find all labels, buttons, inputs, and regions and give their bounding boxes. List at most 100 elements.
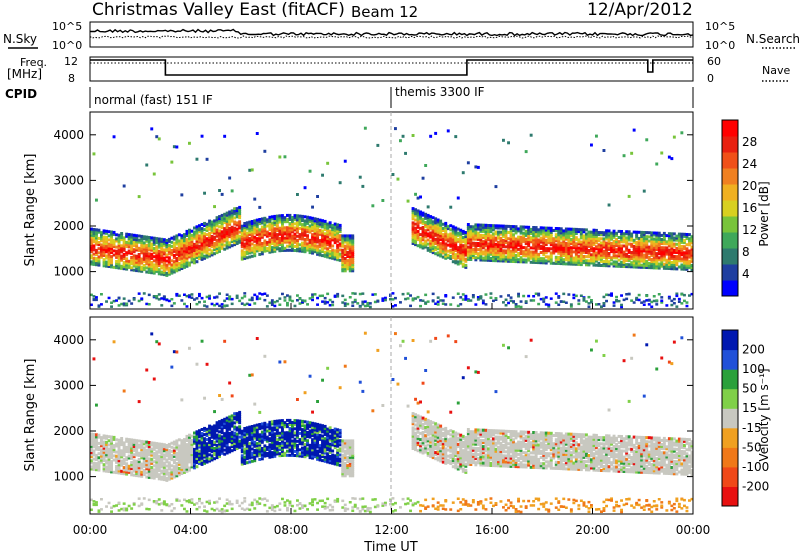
power-cell: [570, 238, 573, 241]
power-cell: [278, 237, 281, 240]
velocity-cell: [223, 449, 226, 452]
velocity-cell: [173, 350, 176, 353]
power-cell: [490, 224, 493, 227]
power-cell: [226, 297, 229, 300]
power-cell: [557, 227, 560, 230]
power-cell: [168, 256, 171, 259]
power-cell: [557, 256, 560, 259]
power-cell: [479, 234, 482, 237]
velocity-cell: [223, 418, 226, 421]
power-cell: [273, 215, 276, 218]
power-cell: [512, 225, 515, 228]
power-cell: [500, 237, 503, 240]
power-cell: [148, 236, 151, 239]
velocity-cell: [183, 438, 186, 441]
velocity-cell: [170, 442, 173, 445]
power-cell: [598, 262, 601, 265]
power-cell: [188, 262, 191, 265]
power-cell: [324, 251, 327, 254]
power-cell: [655, 299, 658, 302]
power-cell: [331, 249, 334, 252]
power-cell: [173, 242, 176, 245]
power-cell: [236, 228, 239, 231]
power-cell: [173, 254, 176, 257]
power-cell: [457, 293, 460, 296]
power-cell: [324, 302, 327, 305]
power-cell: [492, 300, 495, 303]
power-cell: [158, 293, 161, 296]
power-cell: [273, 305, 276, 308]
velocity-cell: [120, 460, 123, 463]
power-cell: [251, 299, 254, 302]
power-cell: [299, 298, 302, 301]
power-cell: [525, 150, 528, 153]
velocity-cell: [163, 443, 166, 446]
power-cell: [203, 232, 206, 235]
power-ylabel: Slant Range [km]: [23, 154, 38, 267]
power-cell: [191, 293, 194, 296]
velocity-cell: [143, 469, 146, 472]
power-cell: [555, 301, 558, 304]
velocity-cell: [180, 439, 183, 442]
power-cell: [140, 235, 143, 238]
power-cell: [653, 232, 656, 235]
power-cell: [655, 163, 658, 166]
power-cell: [364, 305, 367, 308]
power-cell: [530, 236, 533, 239]
power-cell: [316, 297, 319, 300]
velocity-cell: [138, 440, 141, 443]
power-cell: [103, 229, 106, 232]
power-cell: [427, 205, 430, 208]
velocity-cell: [138, 505, 141, 508]
power-cell: [555, 243, 558, 246]
power-cell: [223, 244, 226, 247]
velocity-cell: [93, 500, 96, 503]
power-cell: [688, 260, 691, 263]
power-cell: [427, 214, 430, 217]
power-cell: [284, 216, 287, 219]
power-cell: [500, 295, 503, 298]
power-cell: [304, 215, 307, 218]
velocity-cell: [150, 441, 153, 444]
power-cell: [123, 253, 126, 256]
power-cell: [487, 242, 490, 245]
velocity-cell: [108, 502, 111, 505]
power-cell: [452, 296, 455, 299]
power-cell: [304, 219, 307, 222]
power-cell: [595, 251, 598, 254]
power-cell: [618, 236, 621, 239]
power-cell: [399, 301, 402, 304]
power-cell: [588, 231, 591, 234]
velocity-cell: [125, 446, 128, 449]
velocity-cell: [155, 500, 158, 503]
velocity-cell: [196, 363, 199, 366]
power-cell: [311, 296, 314, 299]
power-cell: [123, 297, 126, 300]
power-cell: [364, 300, 367, 303]
power-cell: [522, 232, 525, 235]
power-cell: [311, 299, 314, 302]
power-cell: [218, 225, 221, 228]
power-cell: [555, 256, 558, 259]
power-cell: [562, 293, 565, 296]
velocity-cell: [183, 499, 186, 502]
power-cell: [284, 299, 287, 302]
power-cell: [344, 245, 347, 248]
power-cell: [319, 249, 322, 252]
power-cell: [206, 296, 209, 299]
power-cell: [590, 144, 593, 147]
velocity-cell: [113, 436, 116, 439]
power-cell: [306, 226, 309, 229]
power-cell: [673, 249, 676, 252]
velocity-cell: [226, 499, 229, 502]
power-cell: [301, 299, 304, 302]
power-cell: [100, 231, 103, 234]
power-cell: [495, 185, 498, 188]
power-cell: [485, 249, 488, 252]
velocity-cell: [203, 397, 206, 400]
velocity-cell: [110, 460, 113, 463]
power-cell: [294, 245, 297, 248]
power-cell: [263, 217, 266, 220]
power-cell: [432, 216, 435, 219]
power-cell: [613, 240, 616, 243]
